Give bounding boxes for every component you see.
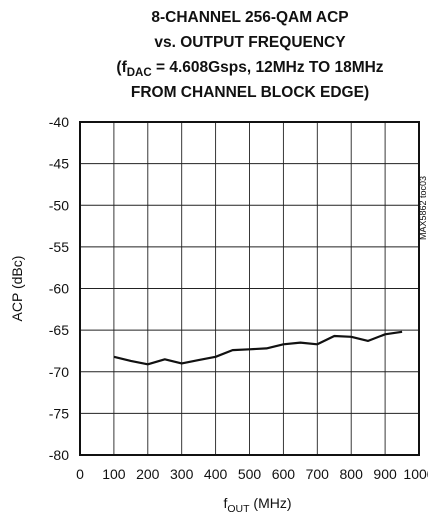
- y-tick-label: -55: [49, 239, 69, 255]
- series-line: [113, 330, 403, 366]
- y-tick-label: -70: [49, 364, 69, 380]
- x-tick-label: 700: [306, 466, 330, 482]
- y-tick-label: -65: [49, 322, 69, 338]
- x-tick-label: 200: [136, 466, 160, 482]
- title-line: (fDAC = 4.608Gsps, 12MHz TO 18MHz: [116, 59, 383, 79]
- x-axis-label: fOUT (MHz): [223, 495, 291, 515]
- x-tick-label: 800: [340, 466, 364, 482]
- title-line: FROM CHANNEL BLOCK EDGE): [131, 84, 369, 101]
- figure-id-label: MAX5862 toc03: [418, 176, 428, 240]
- title-line: 8-CHANNEL 256-QAM ACP: [151, 9, 348, 26]
- grid: [80, 122, 419, 455]
- y-tick-label: -40: [49, 114, 69, 130]
- y-axis-label: ACP (dBc): [9, 256, 25, 322]
- x-tick-label: 500: [238, 466, 262, 482]
- y-tick-label: -60: [49, 281, 69, 297]
- y-tick-label: -75: [49, 405, 69, 421]
- x-tick-label: 1000: [403, 466, 428, 482]
- y-tick-label: -45: [49, 156, 69, 172]
- x-tick-labels: 0 100 200 300 400 500 600 700 800 900 1000: [76, 466, 428, 482]
- x-tick-label: 600: [272, 466, 296, 482]
- y-tick-label: -50: [49, 197, 69, 213]
- x-tick-label: 100: [102, 466, 126, 482]
- title-line: vs. OUTPUT FREQUENCY: [154, 34, 346, 51]
- plot-frame: [79, 121, 420, 456]
- chart-title: 8-CHANNEL 256-QAM ACP vs. OUTPUT FREQUENC…: [116, 9, 383, 101]
- y-tick-labels: -40 -45 -50 -55 -60 -65 -70 -75 -80: [49, 114, 69, 463]
- x-tick-label: 0: [76, 466, 84, 482]
- x-tick-label: 400: [204, 466, 228, 482]
- y-tick-label: -80: [49, 447, 69, 463]
- x-tick-label: 900: [373, 466, 397, 482]
- x-tick-label: 300: [170, 466, 194, 482]
- series-group: [113, 330, 403, 366]
